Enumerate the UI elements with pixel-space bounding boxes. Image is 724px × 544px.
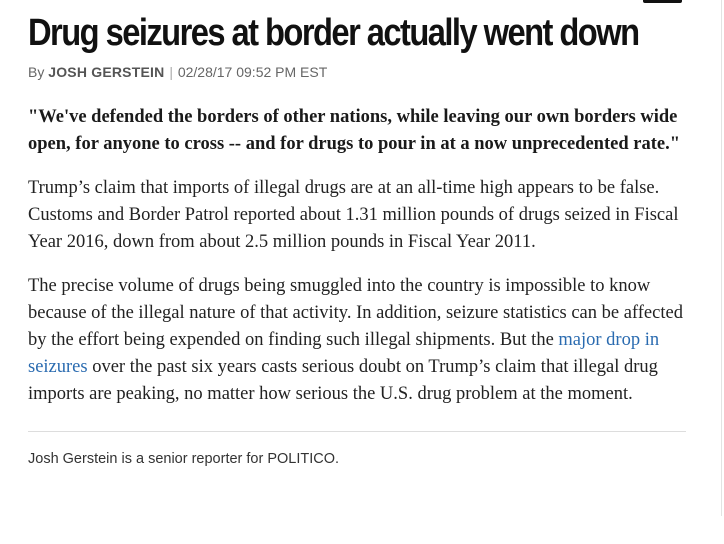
major-drop-in-seizures-link[interactable]: major drop in seizures bbox=[28, 330, 660, 377]
body-paragraph-2: The precise volume of drugs being smuggl… bbox=[28, 273, 688, 408]
body-paragraph-1: Trump’s claim that imports of illegal dr… bbox=[28, 178, 679, 252]
byline-prefix: By bbox=[28, 64, 45, 80]
article-headline: Drug seizures at border actually went do… bbox=[28, 12, 640, 54]
header-tab-edge bbox=[643, 0, 682, 3]
column-border bbox=[721, 0, 722, 516]
byline-timestamp: 02/28/17 09:52 PM EST bbox=[177, 64, 328, 80]
author-bio: Josh Gerstein is a senior reporter for P… bbox=[28, 451, 340, 467]
pull-quote: "We've defended the borders of other nat… bbox=[28, 107, 680, 154]
byline-separator: | bbox=[169, 64, 173, 80]
byline: By JOSH GERSTEIN | 02/28/17 09:52 PM EST bbox=[28, 63, 688, 81]
article: Drug seizures at border actually went do… bbox=[28, 10, 688, 469]
paragraph-2-text-end: over the past six years casts serious do… bbox=[28, 357, 658, 404]
section-divider bbox=[28, 431, 686, 432]
paragraph-2-text-start: The precise volume of drugs being smuggl… bbox=[28, 276, 683, 350]
byline-author-link[interactable]: JOSH GERSTEIN bbox=[48, 64, 165, 80]
